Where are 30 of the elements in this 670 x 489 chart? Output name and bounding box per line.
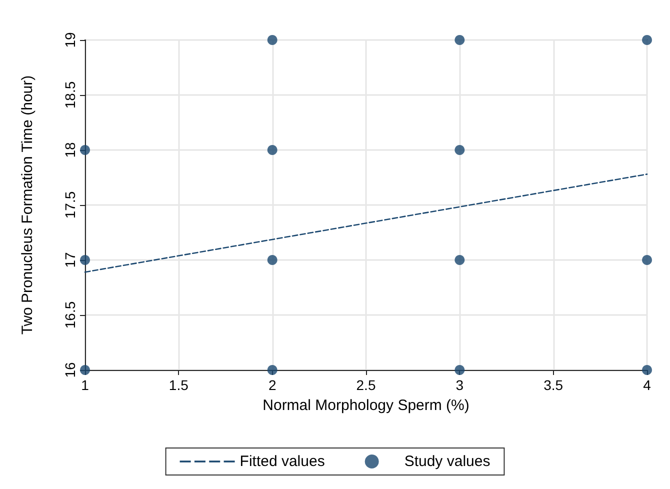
legend-label: Study values xyxy=(404,453,490,470)
x-tick-label: 4 xyxy=(643,377,652,393)
point xyxy=(80,255,90,265)
y-tick-label: 16 xyxy=(62,362,78,378)
y-tick-label: 18 xyxy=(62,142,78,158)
point xyxy=(267,145,278,155)
x-tick-label: 2 xyxy=(268,377,276,393)
x-tick-label: 2.5 xyxy=(356,377,376,393)
point xyxy=(454,255,465,265)
x-tick-label: 1 xyxy=(81,377,90,393)
y-tick-label: 16.5 xyxy=(62,301,78,329)
point xyxy=(267,255,278,265)
x-tick-label: 1.5 xyxy=(168,377,189,393)
x-tick-label: 3.5 xyxy=(544,377,564,393)
x-axis-title: Normal Morphology Sperm (%) xyxy=(262,397,470,414)
point xyxy=(454,365,465,375)
legend-label: Fitted values xyxy=(240,453,325,470)
y-tick-label: 19 xyxy=(62,32,78,48)
x-tick-label: 3 xyxy=(456,377,464,393)
y-axis-title: Two Pronucleus Formation Time (hour) xyxy=(19,75,36,335)
point xyxy=(267,365,278,375)
point xyxy=(80,145,90,155)
point xyxy=(642,255,652,265)
point xyxy=(267,35,278,45)
point xyxy=(642,35,652,45)
point xyxy=(454,35,465,45)
y-tick-label: 17 xyxy=(62,252,78,268)
point xyxy=(454,145,465,155)
y-tick-label: 17.5 xyxy=(62,191,78,219)
y-tick-label: 18.5 xyxy=(62,81,78,109)
